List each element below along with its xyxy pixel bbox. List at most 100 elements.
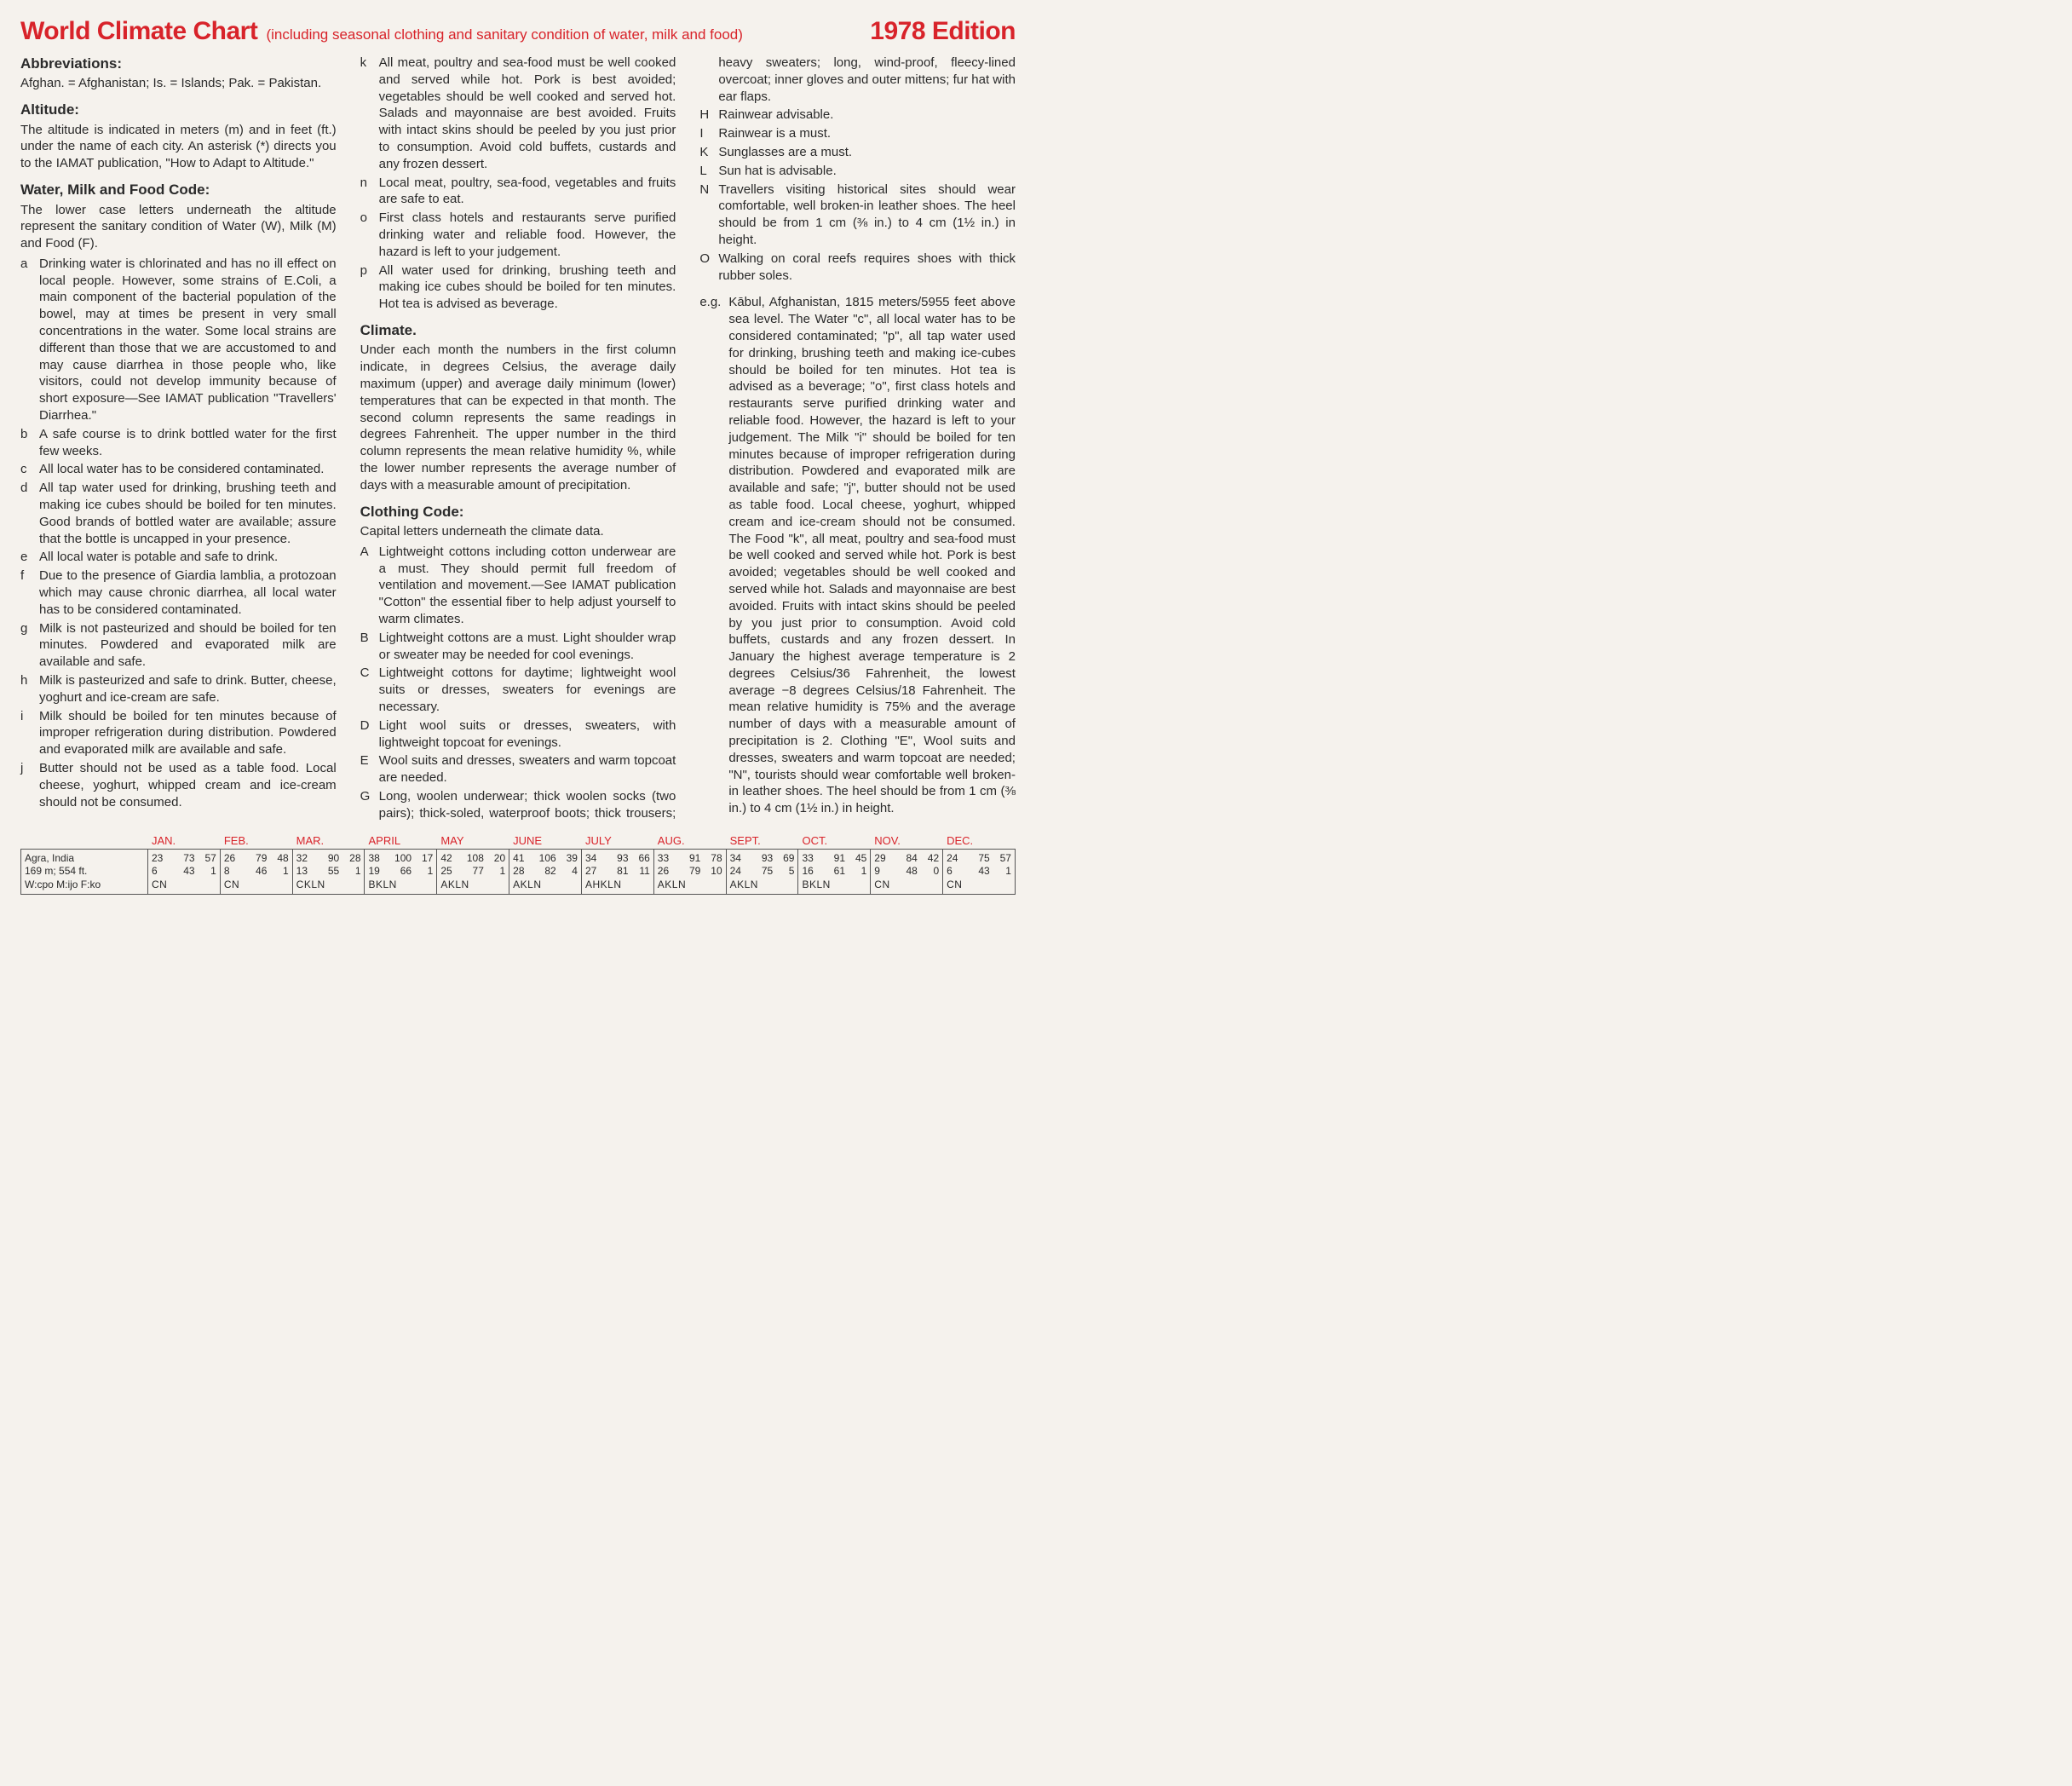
month-header: FEB. [221, 834, 293, 847]
month-header: NOV. [871, 834, 943, 847]
code-item: KSunglasses are a must. [699, 144, 1016, 161]
clothing-code-value: AKLN [730, 879, 795, 892]
month-header: SEPT. [727, 834, 799, 847]
altitude-text: The altitude is indicated in meters (m) … [20, 122, 337, 172]
code-text: Lightweight cottons including cotton und… [379, 544, 676, 628]
code-text: Butter should not be used as a table foo… [39, 760, 337, 810]
clothing-code-value: CN [874, 879, 939, 892]
clothing-heading: Clothing Code: [360, 503, 676, 521]
month-header: AUG. [654, 834, 727, 847]
code-letter: L [699, 163, 718, 180]
code-letter: K [699, 144, 718, 161]
month-data-cell: 339178267910AKLN [654, 849, 727, 896]
clothing-code-value: BKLN [802, 879, 866, 892]
city-altitude: 169 m; 554 ft. [25, 865, 144, 879]
code-text: All local water has to be considered con… [39, 461, 337, 478]
code-text: Light wool suits or dresses, sweaters, w… [379, 717, 676, 752]
code-text: Travellers visiting historical sites sho… [718, 181, 1016, 249]
code-item: cAll local water has to be considered co… [20, 461, 337, 478]
city-codes: W:cpo M:ijo F:ko [25, 879, 144, 892]
code-text: Wool suits and dresses, sweaters and war… [379, 752, 676, 786]
code-item: jButter should not be used as a table fo… [20, 760, 337, 810]
body-columns: Abbreviations: Afghan. = Afghanistan; Is… [20, 55, 1016, 822]
clothing-code-value: AKLN [513, 879, 578, 892]
code-letter: c [20, 461, 39, 478]
month-data-cell: 411063928824AKLN [509, 849, 582, 896]
code-item: HRainwear advisable. [699, 107, 1016, 124]
code-item: LSun hat is advisable. [699, 163, 1016, 180]
wmf-heading: Water, Milk and Food Code: [20, 181, 337, 199]
title-block: World Climate Chart (including seasonal … [20, 17, 743, 46]
edition-label: 1978 Edition [870, 17, 1016, 46]
month-data-cell: 32902813551CKLN [293, 849, 365, 896]
wmf-intro: The lower case letters underneath the al… [20, 202, 337, 252]
code-letter: E [360, 752, 379, 786]
clothing-code-value: CKLN [296, 879, 361, 892]
code-item: nLocal meat, poultry, sea-food, vegetabl… [360, 175, 676, 209]
code-item: hMilk is pasteurized and safe to drink. … [20, 672, 337, 706]
code-letter: g [20, 620, 39, 671]
code-text: Sunglasses are a must. [718, 144, 1016, 161]
altitude-heading: Altitude: [20, 101, 337, 119]
code-item: eAll local water is potable and safe to … [20, 549, 337, 566]
city-data-row: Agra, India 169 m; 554 ft. W:cpo M:ijo F… [20, 849, 1016, 896]
code-letter: b [20, 426, 39, 460]
header: World Climate Chart (including seasonal … [20, 17, 1016, 46]
code-letter: i [20, 708, 39, 758]
code-text: All tap water used for drinking, brushin… [39, 480, 337, 547]
code-letter: N [699, 181, 718, 249]
month-header: DEC. [943, 834, 1016, 847]
code-letter: h [20, 672, 39, 706]
code-letter: d [20, 480, 39, 547]
month-header: JUNE [509, 834, 582, 847]
month-header: APRIL [365, 834, 437, 847]
month-data-cell: 349366278111AHKLN [582, 849, 654, 896]
code-letter: n [360, 175, 379, 209]
month-data-cell: 2373576431CN [148, 849, 221, 896]
month-data-cell: 33914516611BKLN [798, 849, 871, 896]
code-item: bA safe course is to drink bottled water… [20, 426, 337, 460]
code-text: Milk is not pasteurized and should be bo… [39, 620, 337, 671]
code-letter: k [360, 55, 379, 173]
code-letter: A [360, 544, 379, 628]
code-letter: j [20, 760, 39, 810]
code-letter: H [699, 107, 718, 124]
code-text: Local meat, poultry, sea-food, vegetable… [379, 175, 676, 209]
code-letter: C [360, 665, 379, 715]
clothing-intro: Capital letters underneath the climate d… [360, 523, 676, 540]
code-text: A safe course is to drink bottled water … [39, 426, 337, 460]
code-item: DLight wool suits or dresses, sweaters, … [360, 717, 676, 752]
code-item: dAll tap water used for drinking, brushi… [20, 480, 337, 547]
code-item: kAll meat, poultry and sea-food must be … [360, 55, 676, 173]
code-letter: p [360, 262, 379, 313]
code-text: Due to the presence of Giardia lamblia, … [39, 567, 337, 618]
code-item: ALightweight cottons including cotton un… [360, 544, 676, 628]
code-text: Rainwear is a must. [718, 125, 1016, 142]
code-text: First class hotels and restaurants serve… [379, 210, 676, 260]
clothing-code-value: CN [152, 879, 216, 892]
code-text: Lightweight cottons are a must. Light sh… [379, 630, 676, 664]
code-item: IRainwear is a must. [699, 125, 1016, 142]
code-text: Lightweight cottons for daytime; lightwe… [379, 665, 676, 715]
code-letter: o [360, 210, 379, 260]
code-item: NTravellers visiting historical sites sh… [699, 181, 1016, 249]
code-letter: f [20, 567, 39, 618]
code-text: Milk should be boiled for ten minutes be… [39, 708, 337, 758]
code-item: aDrinking water is chlorinated and has n… [20, 256, 337, 424]
abbrev-heading: Abbreviations: [20, 55, 337, 73]
code-text: Walking on coral reefs requires shoes wi… [718, 251, 1016, 285]
city-info-cell: Agra, India 169 m; 554 ft. W:cpo M:ijo F… [20, 849, 148, 896]
code-item: oFirst class hotels and restaurants serv… [360, 210, 676, 260]
clothing-code-value: BKLN [368, 879, 433, 892]
code-letter: a [20, 256, 39, 424]
month-header: JAN. [148, 834, 221, 847]
code-item: EWool suits and dresses, sweaters and wa… [360, 752, 676, 786]
code-item: CLightweight cottons for daytime; lightw… [360, 665, 676, 715]
code-item: gMilk is not pasteurized and should be b… [20, 620, 337, 671]
clothing-code-value: AKLN [440, 879, 505, 892]
clothing-code-value: CN [224, 879, 289, 892]
climate-text: Under each month the numbers in the firs… [360, 342, 676, 493]
code-letter: D [360, 717, 379, 752]
month-header: MAY [437, 834, 509, 847]
code-item: fDue to the presence of Giardia lamblia,… [20, 567, 337, 618]
